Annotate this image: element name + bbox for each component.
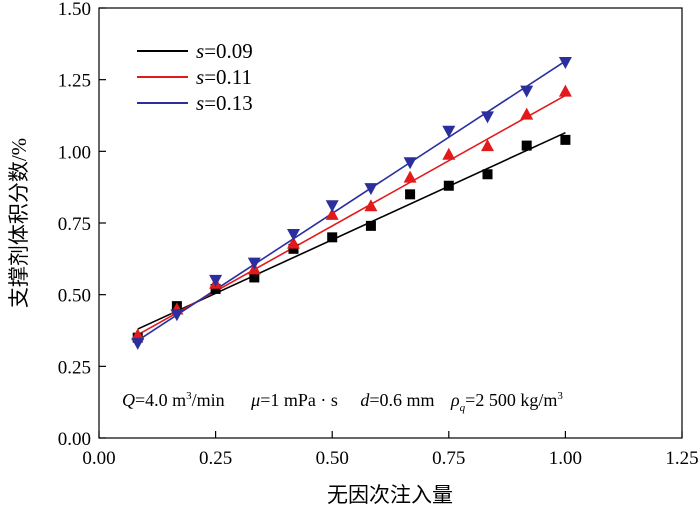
legend-label-s011: s=0.11 [196, 65, 252, 89]
data-point-s013 [442, 125, 456, 138]
parameter-annotation: Q=4.0 m3/min μ=1 mPa · s d=0.6 mm ρq=2 5… [122, 390, 563, 414]
data-point-s009 [560, 134, 571, 145]
x-tick-label: 0.50 [316, 448, 349, 469]
data-point-s011 [558, 84, 572, 97]
x-tick-label: 0.75 [432, 448, 465, 469]
data-point-s009 [443, 180, 454, 191]
axis-ticks [98, 7, 683, 439]
data-point-s013 [209, 274, 223, 287]
y-tick-label: 0.25 [58, 357, 91, 378]
plot-area [98, 7, 683, 439]
y-tick-label: 1.00 [58, 142, 91, 163]
data-point-s009 [521, 140, 532, 151]
data-point-s009 [210, 283, 221, 294]
data-point-s009 [482, 169, 493, 180]
data-point-s009 [365, 220, 376, 231]
fit-line-s009 [137, 131, 566, 330]
data-point-s011 [325, 207, 339, 220]
data-point-s011 [520, 107, 534, 120]
x-tick-label: 1.00 [549, 448, 582, 469]
data-point-s013 [520, 85, 534, 98]
data-point-s011 [131, 328, 145, 341]
data-point-s011 [364, 199, 378, 212]
legend-label-s013: s=0.13 [196, 91, 253, 115]
data-point-s013 [286, 228, 300, 241]
fit-lines [137, 60, 566, 342]
y-axis-title: 支撑剂体积分数/% [7, 138, 31, 308]
x-tick-labels: 0.00 0.25 0.50 0.75 1.00 1.25 [82, 448, 698, 469]
data-point-s011 [481, 139, 495, 152]
x-tick-label: 1.25 [665, 448, 698, 469]
y-tick-label: 0.50 [58, 286, 91, 307]
data-point-s011 [403, 170, 417, 183]
data-point-s013 [558, 56, 572, 69]
data-point-s013 [131, 337, 145, 350]
data-point-s013 [403, 157, 417, 170]
data-point-s013 [364, 183, 378, 196]
fit-line-s013 [137, 60, 566, 342]
x-axis-title: 无因次注入量 [327, 483, 453, 507]
y-tick-label: 0.75 [58, 214, 91, 235]
data-point-s009 [249, 272, 260, 283]
data-point-s013 [247, 257, 261, 270]
data-point-s011 [442, 147, 456, 160]
data-point-s013 [481, 111, 495, 124]
data-point-s009 [327, 232, 338, 243]
data-point-s013 [170, 309, 184, 322]
x-tick-label: 0.00 [82, 448, 115, 469]
data-markers [131, 56, 572, 350]
legend-label-s009: s=0.09 [196, 39, 253, 63]
data-point-s009 [405, 189, 416, 200]
data-point-s009 [288, 243, 299, 254]
data-point-s013 [325, 200, 339, 213]
y-tick-label: 1.25 [58, 71, 91, 92]
y-tick-label: 0.00 [58, 429, 91, 450]
y-tick-labels: 0.00 0.25 0.50 0.75 1.00 1.25 1.50 [58, 0, 91, 450]
legend: s=0.09 s=0.11 s=0.13 [137, 39, 253, 115]
y-tick-label: 1.50 [58, 0, 91, 20]
data-point-s011 [286, 236, 300, 249]
x-tick-label: 0.25 [199, 448, 232, 469]
